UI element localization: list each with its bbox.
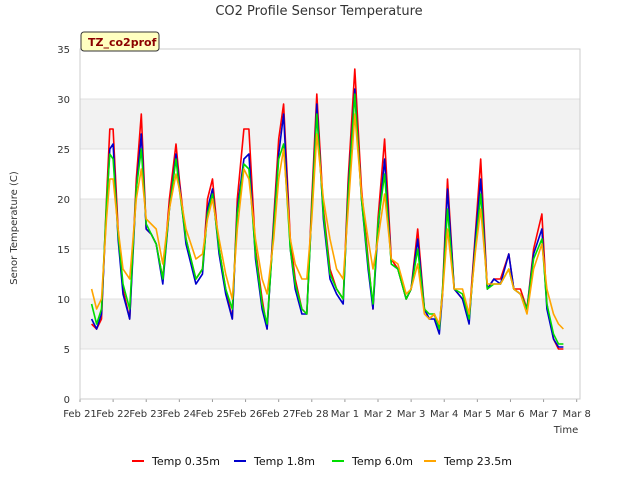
legend-label: Temp 6.0m bbox=[351, 455, 413, 468]
chart-title: CO2 Profile Sensor Temperature bbox=[215, 4, 422, 19]
x-tick-label: Mar 2 bbox=[364, 409, 392, 420]
background-band bbox=[80, 99, 580, 149]
background-bands bbox=[80, 99, 580, 349]
x-tick-label: Mar 7 bbox=[529, 409, 557, 420]
x-tick-label: Mar 8 bbox=[562, 409, 590, 420]
x-tick-label: Feb 21 bbox=[63, 409, 97, 420]
y-tick-label: 15 bbox=[57, 245, 70, 256]
x-tick-label: Feb 25 bbox=[196, 409, 230, 420]
y-axis-ticks: 0 5 10 15 20 25 30 35 bbox=[57, 45, 70, 406]
y-tick-label: 25 bbox=[57, 145, 70, 156]
legend-label: Temp 1.8m bbox=[253, 455, 315, 468]
x-tick-label: Feb 26 bbox=[229, 409, 263, 420]
y-tick-label: 10 bbox=[57, 295, 70, 306]
x-tick-label: Mar 6 bbox=[496, 409, 524, 420]
y-tick-label: 20 bbox=[57, 195, 70, 206]
legend-label: Temp 0.35m bbox=[151, 455, 220, 468]
x-tick-label: Mar 3 bbox=[397, 409, 425, 420]
y-axis-label: Senor Temperature (C) bbox=[9, 171, 20, 285]
x-axis-label: Time bbox=[553, 425, 578, 436]
y-tick-label: 5 bbox=[64, 345, 70, 356]
y-tick-label: 30 bbox=[57, 95, 70, 106]
site-label-background bbox=[80, 31, 160, 52]
legend: Temp 0.35m Temp 1.8m Temp 6.0m Temp 23.5m bbox=[132, 455, 512, 468]
x-tick-label: Feb 22 bbox=[96, 409, 130, 420]
series-line-3 bbox=[90, 93, 564, 345]
site-label: TZ_co2prof bbox=[88, 36, 157, 49]
y-tick-label: 35 bbox=[57, 45, 70, 56]
site-label-box: TZ_co2prof bbox=[80, 31, 160, 52]
y-tick-label: 0 bbox=[64, 395, 70, 406]
series-lines bbox=[90, 68, 564, 350]
plot-frame bbox=[79, 48, 581, 400]
x-axis-ticks: Feb 21 Feb 22 Feb 23 Feb 24 Feb 25 Feb 26 Feb … bbox=[63, 399, 591, 420]
x-tick-label: Feb 23 bbox=[129, 409, 163, 420]
legend-label: Temp 23.5m bbox=[443, 455, 512, 468]
x-tick-label: Feb 28 bbox=[295, 409, 329, 420]
series-line-4 bbox=[90, 113, 564, 330]
x-tick-label: Feb 27 bbox=[262, 409, 296, 420]
background-band bbox=[80, 299, 580, 349]
x-tick-label: Mar 4 bbox=[430, 409, 458, 420]
x-tick-label: Mar 5 bbox=[463, 409, 491, 420]
x-tick-label: Feb 24 bbox=[163, 409, 197, 420]
x-tick-label: Mar 1 bbox=[331, 409, 359, 420]
